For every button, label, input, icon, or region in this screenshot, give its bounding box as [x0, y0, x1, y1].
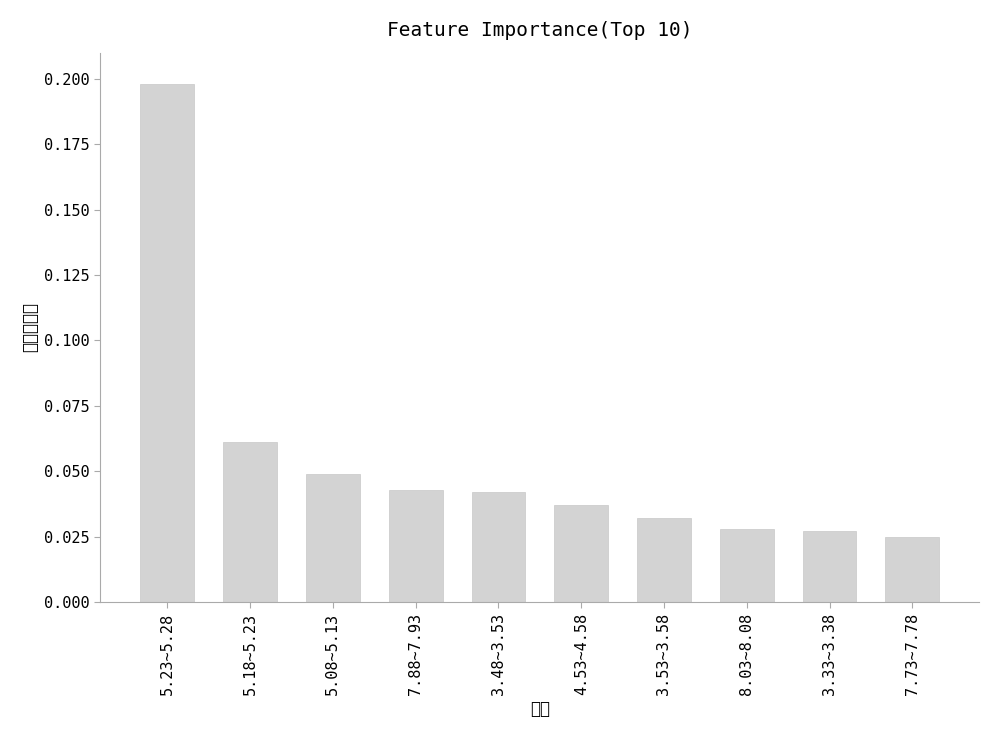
Bar [306, 474, 360, 602]
Title: Feature Importance(Top 10): Feature Importance(Top 10) [387, 21, 693, 40]
Bar [223, 443, 277, 602]
Bar [637, 518, 691, 602]
Bar [885, 537, 939, 602]
Bar [554, 505, 608, 602]
Bar [472, 492, 525, 602]
Bar [389, 489, 443, 602]
Y-axis label: 重要性程度: 重要性程度 [21, 302, 39, 353]
Bar [803, 531, 856, 602]
Bar [720, 529, 774, 602]
X-axis label: 特征: 特征 [530, 700, 550, 718]
Bar [140, 84, 194, 602]
